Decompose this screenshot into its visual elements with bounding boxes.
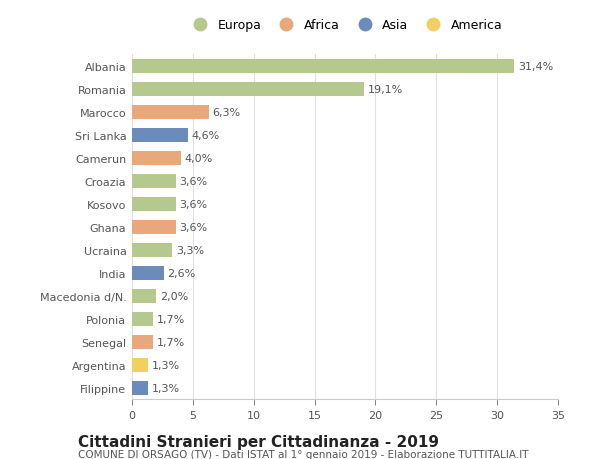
Text: 4,6%: 4,6% bbox=[191, 130, 220, 140]
Bar bbox=[132, 243, 172, 257]
Text: 3,6%: 3,6% bbox=[179, 176, 208, 186]
Bar bbox=[132, 174, 176, 188]
Bar bbox=[132, 83, 364, 96]
Bar bbox=[132, 335, 152, 349]
Text: COMUNE DI ORSAGO (TV) - Dati ISTAT al 1° gennaio 2019 - Elaborazione TUTTITALIA.: COMUNE DI ORSAGO (TV) - Dati ISTAT al 1°… bbox=[78, 449, 529, 459]
Bar bbox=[132, 129, 188, 142]
Text: 1,7%: 1,7% bbox=[157, 337, 185, 347]
Bar bbox=[132, 289, 157, 303]
Text: 19,1%: 19,1% bbox=[368, 84, 403, 95]
Bar bbox=[132, 358, 148, 372]
Text: 3,6%: 3,6% bbox=[179, 222, 208, 232]
Text: 3,3%: 3,3% bbox=[176, 245, 204, 255]
Text: 3,6%: 3,6% bbox=[179, 199, 208, 209]
Text: 1,3%: 1,3% bbox=[151, 383, 179, 393]
Text: 6,3%: 6,3% bbox=[212, 107, 241, 118]
Bar bbox=[132, 312, 152, 326]
Text: 1,7%: 1,7% bbox=[157, 314, 185, 324]
Bar bbox=[132, 197, 176, 211]
Bar bbox=[132, 381, 148, 395]
Bar bbox=[132, 106, 209, 119]
Text: 2,6%: 2,6% bbox=[167, 268, 196, 278]
Text: 31,4%: 31,4% bbox=[518, 62, 553, 72]
Bar bbox=[132, 60, 514, 73]
Legend: Europa, Africa, Asia, America: Europa, Africa, Asia, America bbox=[185, 17, 505, 34]
Text: Cittadini Stranieri per Cittadinanza - 2019: Cittadini Stranieri per Cittadinanza - 2… bbox=[78, 434, 439, 449]
Text: 4,0%: 4,0% bbox=[184, 153, 212, 163]
Text: 2,0%: 2,0% bbox=[160, 291, 188, 301]
Bar bbox=[132, 151, 181, 165]
Text: 1,3%: 1,3% bbox=[151, 360, 179, 370]
Bar bbox=[132, 220, 176, 234]
Bar bbox=[132, 266, 164, 280]
